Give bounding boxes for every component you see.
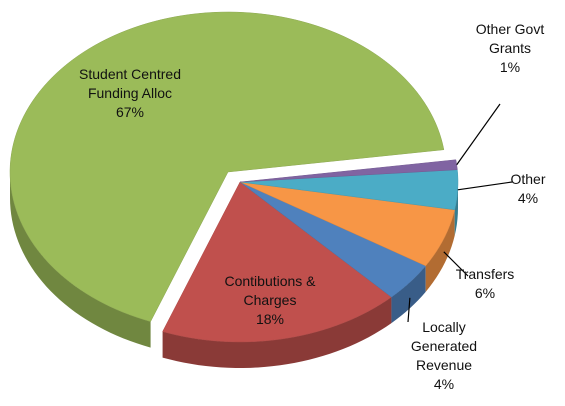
slice-side <box>391 265 426 324</box>
category-label: Other Govt Grants <box>475 21 545 56</box>
leader-line <box>457 181 513 191</box>
data-label: Locally Generated Revenue 4% <box>398 318 490 394</box>
category-label: Contibutions & Charges <box>224 273 316 308</box>
value-label: 6% <box>474 285 496 301</box>
category-label: Other <box>510 171 546 187</box>
leader-line <box>443 251 469 277</box>
slice <box>9 11 445 322</box>
value-label: 1% <box>499 59 521 75</box>
slice-side <box>10 172 151 348</box>
data-label: Other 4% <box>500 170 556 208</box>
slice <box>239 181 427 298</box>
leader-line <box>456 103 501 166</box>
data-label: Transfers 6% <box>450 265 520 303</box>
category-label: Student Centred Funding Alloc <box>79 66 181 101</box>
slice-side <box>162 297 392 368</box>
slice-side <box>454 182 458 236</box>
leader-line <box>407 297 411 323</box>
value-label: 4% <box>433 376 455 392</box>
category-label: Transfers <box>455 266 515 282</box>
category-label: Locally Generated Revenue <box>410 319 478 373</box>
data-label: Student Centred Funding Alloc 67% <box>70 65 190 122</box>
slice <box>162 181 392 343</box>
value-label: 67% <box>115 104 145 120</box>
data-label: Other Govt Grants 1% <box>460 20 560 77</box>
value-label: 18% <box>255 311 285 327</box>
value-label: 4% <box>517 190 539 206</box>
data-label: Contibutions & Charges 18% <box>210 272 330 329</box>
slice-side <box>425 209 455 292</box>
